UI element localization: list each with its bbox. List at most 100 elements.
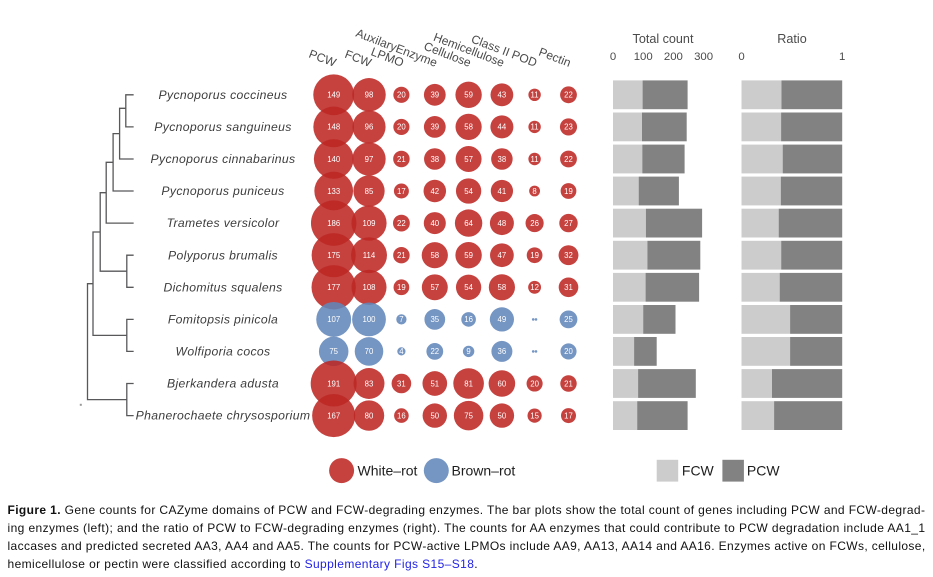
svg-text:15: 15	[530, 411, 539, 420]
svg-text:59: 59	[464, 251, 473, 260]
svg-text:Bjerkandera adusta: Bjerkandera adusta	[167, 377, 279, 391]
svg-text:57: 57	[430, 283, 439, 292]
svg-text:25: 25	[564, 315, 573, 324]
svg-text:41: 41	[498, 187, 507, 196]
svg-text:40: 40	[430, 219, 439, 228]
svg-text:177: 177	[327, 283, 340, 292]
svg-text:50: 50	[430, 411, 439, 420]
svg-text:133: 133	[327, 187, 340, 196]
svg-text:100: 100	[634, 51, 653, 63]
svg-text:100: 100	[362, 315, 376, 324]
svg-text:4: 4	[399, 347, 404, 356]
svg-text:39: 39	[430, 91, 439, 100]
svg-text:22: 22	[397, 219, 406, 228]
svg-text:44: 44	[498, 123, 507, 132]
svg-text:36: 36	[498, 347, 507, 356]
svg-text:7: 7	[399, 315, 403, 324]
svg-text:32: 32	[564, 251, 573, 260]
svg-text:186: 186	[327, 219, 340, 228]
svg-text:20: 20	[397, 91, 406, 100]
svg-text:54: 54	[464, 187, 473, 196]
svg-text:191: 191	[327, 379, 340, 388]
svg-text:108: 108	[362, 283, 375, 292]
svg-text:19: 19	[564, 187, 573, 196]
svg-text:0: 0	[610, 51, 616, 63]
svg-text:83: 83	[365, 379, 374, 388]
svg-text:31: 31	[397, 379, 406, 388]
svg-text:Trametes versicolor: Trametes versicolor	[167, 216, 280, 230]
svg-text:167: 167	[327, 411, 340, 420]
svg-text:FCW: FCW	[682, 463, 715, 479]
svg-text:39: 39	[430, 123, 439, 132]
svg-text:96: 96	[365, 123, 374, 132]
svg-text:109: 109	[362, 219, 375, 228]
svg-text:20: 20	[564, 347, 573, 356]
svg-text:47: 47	[498, 251, 507, 260]
svg-text:1: 1	[839, 51, 845, 63]
svg-text:Dichomitus squalens: Dichomitus squalens	[163, 280, 282, 294]
svg-text:58: 58	[464, 123, 473, 132]
svg-text:11: 11	[531, 123, 539, 132]
svg-text:48: 48	[498, 219, 507, 228]
svg-text:11: 11	[531, 155, 539, 164]
svg-text:8: 8	[532, 187, 536, 196]
svg-text:17: 17	[564, 411, 573, 420]
svg-text:Polyporus brumalis: Polyporus brumalis	[168, 248, 278, 262]
svg-text:75: 75	[329, 347, 338, 356]
svg-text:19: 19	[530, 251, 539, 260]
svg-text:FCW: FCW	[343, 47, 374, 70]
svg-text:85: 85	[365, 187, 374, 196]
svg-text:60: 60	[498, 379, 507, 388]
svg-text:300: 300	[694, 51, 713, 63]
svg-text:35: 35	[430, 315, 439, 324]
svg-text:58: 58	[498, 283, 507, 292]
svg-text:98: 98	[365, 91, 374, 100]
svg-text:70: 70	[365, 347, 374, 356]
svg-text:17: 17	[397, 187, 406, 196]
svg-text:27: 27	[564, 219, 573, 228]
svg-text:23: 23	[564, 123, 573, 132]
svg-text:38: 38	[498, 155, 507, 164]
svg-text:Ratio: Ratio	[777, 32, 806, 46]
svg-text:200: 200	[664, 51, 683, 63]
svg-text:81: 81	[464, 379, 473, 388]
svg-text:50: 50	[498, 411, 507, 420]
svg-text:21: 21	[397, 251, 406, 260]
svg-text:20: 20	[397, 123, 406, 132]
svg-text:White–rot: White–rot	[358, 463, 418, 479]
svg-text:149: 149	[327, 91, 340, 100]
svg-text:11: 11	[531, 91, 539, 100]
svg-text:43: 43	[498, 91, 507, 100]
svg-text:Fomitopsis pinicola: Fomitopsis pinicola	[168, 313, 278, 327]
svg-text:Wolfiporia cocos: Wolfiporia cocos	[175, 345, 270, 359]
svg-text:Phanerochaete chrysosporium: Phanerochaete chrysosporium	[136, 409, 311, 423]
svg-text:114: 114	[363, 251, 376, 260]
svg-text:80: 80	[365, 411, 374, 420]
svg-text:59: 59	[464, 91, 473, 100]
svg-text:22: 22	[430, 347, 439, 356]
svg-text:51: 51	[430, 379, 439, 388]
svg-text:Pycnoporus cinnabarinus: Pycnoporus cinnabarinus	[151, 152, 296, 166]
svg-text:38: 38	[430, 155, 439, 164]
svg-text:21: 21	[397, 155, 406, 164]
svg-text:12: 12	[530, 283, 539, 292]
svg-text:42: 42	[430, 187, 439, 196]
svg-text:Pycnoporus coccineus: Pycnoporus coccineus	[159, 88, 288, 102]
svg-text:Brown–rot: Brown–rot	[452, 463, 516, 479]
svg-text:148: 148	[327, 123, 340, 132]
svg-text:Total count: Total count	[633, 32, 694, 46]
svg-text:175: 175	[327, 251, 341, 260]
svg-text:58: 58	[430, 251, 439, 260]
svg-text:16: 16	[397, 411, 406, 420]
svg-text:22: 22	[564, 155, 573, 164]
svg-text:54: 54	[464, 283, 473, 292]
svg-text:57: 57	[464, 155, 473, 164]
svg-text:PCW: PCW	[747, 463, 780, 479]
svg-text:Pectin: Pectin	[537, 45, 573, 70]
svg-text:31: 31	[564, 283, 573, 292]
svg-text:75: 75	[464, 411, 473, 420]
svg-text:64: 64	[464, 219, 473, 228]
svg-text:0: 0	[738, 51, 744, 63]
svg-text:22: 22	[564, 91, 573, 100]
svg-text:9: 9	[466, 347, 470, 356]
